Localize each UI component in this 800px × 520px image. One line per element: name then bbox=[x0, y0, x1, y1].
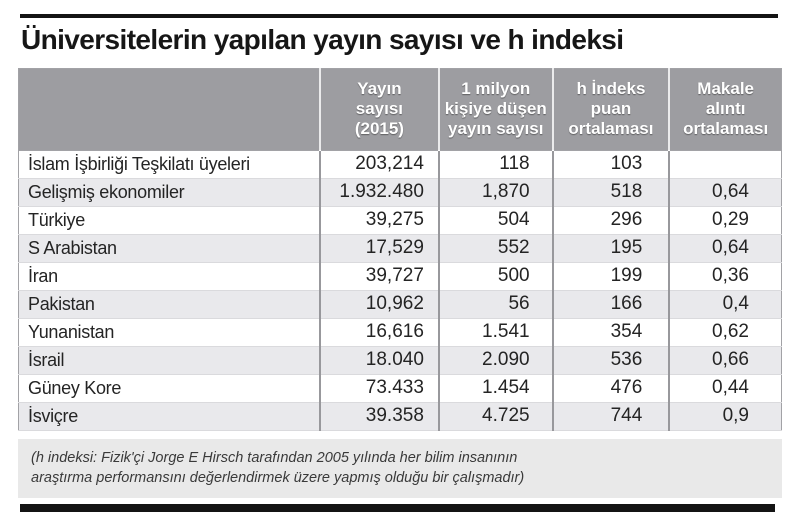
footnote-line-1: (h indeksi: Fizik'çi Jorge E Hirsch tara… bbox=[31, 449, 518, 466]
cell-h-indeks: 199 bbox=[551, 262, 670, 291]
cell-per-million: 504 bbox=[437, 206, 553, 235]
col-header-h-indeks: h İndeks puan ortalaması bbox=[551, 68, 670, 151]
footnote-line-2: araştırma performansını değerlendirmek ü… bbox=[31, 470, 525, 487]
cell-makale-alinti: 0,29 bbox=[668, 206, 782, 235]
cell-per-million: 500 bbox=[437, 262, 553, 291]
cell-h-indeks: 296 bbox=[551, 206, 670, 235]
cell-per-million: 552 bbox=[437, 234, 553, 263]
table-body: İslam İşbirliği Teşkilatı üyeleri 203,21… bbox=[18, 150, 782, 431]
cell-yayin-sayisi: 73.433 bbox=[318, 374, 439, 403]
cell-yayin-sayisi: 18.040 bbox=[318, 346, 439, 375]
row-label: Gelişmiş ekonomiler bbox=[18, 178, 320, 207]
cell-h-indeks: 744 bbox=[551, 402, 670, 431]
cell-yayin-sayisi: 1.932.480 bbox=[318, 178, 439, 207]
cell-yayin-sayisi: 10,962 bbox=[318, 290, 439, 319]
table-row: Güney Kore 73.433 1.454 476 0,44 bbox=[18, 374, 782, 403]
cell-makale-alinti: 0,62 bbox=[668, 318, 782, 347]
cell-yayin-sayisi: 39,727 bbox=[318, 262, 439, 291]
cell-yayin-sayisi: 203,214 bbox=[318, 150, 439, 179]
col-header-per-million: 1 milyon kişiye düşen yayın sayısı bbox=[437, 68, 553, 151]
table-row: Yunanistan 16,616 1.541 354 0,62 bbox=[18, 318, 782, 347]
newspaper-infographic: Üniversitelerin yapılan yayın sayısı ve … bbox=[0, 14, 800, 513]
row-label: İslam İşbirliği Teşkilatı üyeleri bbox=[18, 150, 320, 179]
cell-makale-alinti: 0,4 bbox=[668, 290, 782, 319]
cell-h-indeks: 518 bbox=[551, 178, 670, 207]
row-label: İran bbox=[18, 262, 320, 291]
cell-makale-alinti: 0,9 bbox=[668, 402, 782, 431]
header-row: Yayın sayısı (2015) 1 milyon kişiye düşe… bbox=[18, 68, 782, 151]
cell-makale-alinti: 0,64 bbox=[668, 178, 782, 207]
bottom-rule bbox=[20, 504, 775, 513]
cell-makale-alinti: 0,36 bbox=[668, 262, 782, 291]
cell-per-million: 2.090 bbox=[437, 346, 553, 375]
cell-h-indeks: 195 bbox=[551, 234, 670, 263]
row-label: Yunanistan bbox=[18, 318, 320, 347]
cell-yayin-sayisi: 39,275 bbox=[318, 206, 439, 235]
row-label: Güney Kore bbox=[18, 374, 320, 403]
cell-h-indeks: 103 bbox=[551, 150, 670, 179]
cell-per-million: 4.725 bbox=[437, 402, 553, 431]
table-row: S Arabistan 17,529 552 195 0,64 bbox=[18, 234, 782, 263]
cell-makale-alinti: 0,44 bbox=[668, 374, 782, 403]
cell-yayin-sayisi: 16,616 bbox=[318, 318, 439, 347]
table-row: Pakistan 10,962 56 166 0,4 bbox=[18, 290, 782, 319]
cell-per-million: 1.541 bbox=[437, 318, 553, 347]
table-row: İran 39,727 500 199 0,36 bbox=[18, 262, 782, 291]
row-label: İsrail bbox=[18, 346, 320, 375]
cell-h-indeks: 166 bbox=[551, 290, 670, 319]
col-header-country bbox=[18, 68, 320, 151]
page-title: Üniversitelerin yapılan yayın sayısı ve … bbox=[21, 24, 624, 55]
cell-h-indeks: 476 bbox=[551, 374, 670, 403]
table-row: Türkiye 39,275 504 296 0,29 bbox=[18, 206, 782, 235]
cell-per-million: 1,870 bbox=[437, 178, 553, 207]
cell-makale-alinti: 0,66 bbox=[668, 346, 782, 375]
table-row: İsviçre 39.358 4.725 744 0,9 bbox=[18, 402, 782, 431]
table-row: Gelişmiş ekonomiler 1.932.480 1,870 518 … bbox=[18, 178, 782, 207]
footnote: (h indeksi: Fizik'çi Jorge E Hirsch tara… bbox=[18, 438, 782, 499]
row-label: İsviçre bbox=[18, 402, 320, 431]
cell-per-million: 56 bbox=[437, 290, 553, 319]
col-header-yayin-sayisi: Yayın sayısı (2015) bbox=[318, 68, 439, 151]
row-label: Türkiye bbox=[18, 206, 320, 235]
cell-h-indeks: 354 bbox=[551, 318, 670, 347]
cell-h-indeks: 536 bbox=[551, 346, 670, 375]
cell-yayin-sayisi: 17,529 bbox=[318, 234, 439, 263]
row-label: Pakistan bbox=[18, 290, 320, 319]
row-label: S Arabistan bbox=[18, 234, 320, 263]
cell-per-million: 1.454 bbox=[437, 374, 553, 403]
table-row: İsrail 18.040 2.090 536 0,66 bbox=[18, 346, 782, 375]
cell-per-million: 118 bbox=[437, 150, 553, 179]
publications-table: Yayın sayısı (2015) 1 milyon kişiye düşe… bbox=[18, 67, 782, 431]
cell-makale-alinti: 0,64 bbox=[668, 234, 782, 263]
cell-makale-alinti bbox=[668, 150, 782, 179]
table-row: İslam İşbirliği Teşkilatı üyeleri 203,21… bbox=[18, 150, 782, 179]
col-header-makale-alinti: Makale alıntı ortalaması bbox=[668, 68, 782, 151]
cell-yayin-sayisi: 39.358 bbox=[318, 402, 439, 431]
top-rule bbox=[20, 14, 778, 18]
